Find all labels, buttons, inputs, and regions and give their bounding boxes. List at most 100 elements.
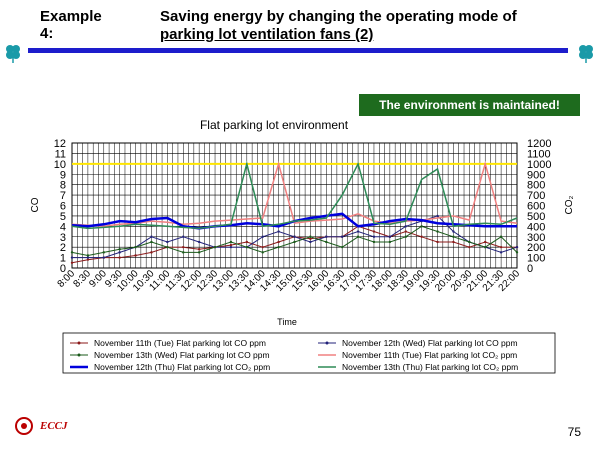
y-left-tick-label: 2 [60,242,66,254]
series-point-1 [404,230,407,233]
legend-label: November 12th (Thu) Flat parking lot CO₂… [94,362,270,372]
y-left-tick-label: 3 [60,232,66,244]
series-point-3 [309,235,312,238]
series-point-2 [436,214,439,218]
series-point-3 [134,245,137,249]
legend-label: November 11th (Tue) Flat parking lot CO … [94,338,266,348]
legend-marker [325,341,329,345]
series-point-2 [356,230,360,233]
series-point-2 [404,225,407,228]
series-point-3 [182,251,185,254]
series-point-3 [452,235,455,238]
y-left-tick-label: 7 [60,190,66,202]
series-point-1 [499,245,503,249]
series-point-3 [468,240,471,244]
series-point-3 [229,240,233,244]
series-point-3 [340,245,344,249]
series-point-2 [388,235,392,238]
y-left-tick-label: 11 [55,148,66,160]
x-axis-label: Time [277,317,297,327]
series-point-3 [166,245,169,249]
y-right-tick-label: 1100 [527,148,551,160]
series-point-2 [86,256,90,259]
y-left-tick-label: 0 [60,263,66,275]
series-point-1 [197,248,201,251]
series-point-2 [309,240,312,244]
series-point-3 [293,240,296,244]
series-point-2 [70,256,74,259]
series-point-3 [261,251,264,254]
series-point-3 [484,245,487,249]
y-left-tick-label: 12 [54,138,66,150]
eccj-logo-text: ECCJ [40,420,68,432]
series-point-2 [166,240,169,244]
legend-label: November 12th (Wed) Flat parking lot CO … [342,338,518,348]
y-left-tick-label: 1 [60,253,66,265]
series-point-3 [118,248,121,251]
eccj-logo-icon [15,417,33,435]
series-point-1 [134,254,137,257]
clover-icon-left [6,45,20,63]
series-point-3 [515,251,519,254]
series-point-2 [452,230,455,233]
y-right-tick-label: 0 [527,263,533,275]
series-point-3 [388,240,392,244]
clover-icon-right [579,45,593,63]
chart-title: Flat parking lot environment [200,118,349,132]
series-point-1 [452,240,455,244]
y-right-tick-label: 100 [527,253,545,265]
series-point-2 [150,235,153,238]
series-point-1 [118,256,121,259]
series-point-3 [213,245,217,249]
series-point-2 [515,245,519,249]
example-label: Example 4: [40,8,102,42]
series-point-3 [102,251,105,254]
series-point-3 [70,251,74,254]
series-point-2 [325,235,328,238]
legend: November 11th (Tue) Flat parking lot CO … [62,332,556,374]
title-rule [28,48,568,53]
y-right-tick-label: 300 [527,232,545,244]
series-point-2 [102,256,105,259]
y-right-tick-label: 800 [527,180,545,192]
series-point-2 [229,245,233,249]
series-point-2 [372,235,376,238]
series-point-1 [182,245,185,249]
series-point-1 [436,240,439,244]
page-number: 75 [567,425,581,439]
legend-marker [77,353,81,357]
series-point-2 [118,251,121,254]
title-text-1: Saving energy by changing the operating … [160,8,517,25]
series-point-3 [245,245,249,249]
series-point-1 [309,237,312,241]
series-point-2 [340,235,344,238]
series-point-1 [245,240,249,244]
series-point-2 [261,235,264,238]
y-left-tick-label: 9 [60,169,66,181]
result-banner: The environment is maintained! [359,94,580,116]
series-point-1 [150,251,153,254]
y-left-tick-label: 5 [60,211,66,223]
series-point-3 [404,235,407,238]
series-point-3 [86,254,90,257]
series-point-2 [197,240,201,244]
series-line-4 [71,161,518,228]
legend-label: November 11th (Tue) Flat parking lot CO₂… [342,350,517,360]
series-point-1 [229,243,233,247]
series-point-1 [277,240,280,244]
y-right-tick-label: 1200 [527,138,551,150]
y-right-tick-label: 600 [527,201,545,213]
y-axis-left-label: CO [30,197,41,212]
series-point-3 [277,245,280,249]
series-point-3 [356,235,360,238]
y-right-tick-label: 1000 [527,159,551,171]
y-right-tick-label: 500 [527,211,545,223]
series-point-2 [499,251,503,254]
y-right-tick-label: 700 [527,190,545,202]
series-point-1 [420,235,423,238]
series-point-2 [277,230,280,233]
series-point-1 [86,258,90,261]
y-right-tick-label: 900 [527,169,545,181]
legend-marker [77,341,81,345]
